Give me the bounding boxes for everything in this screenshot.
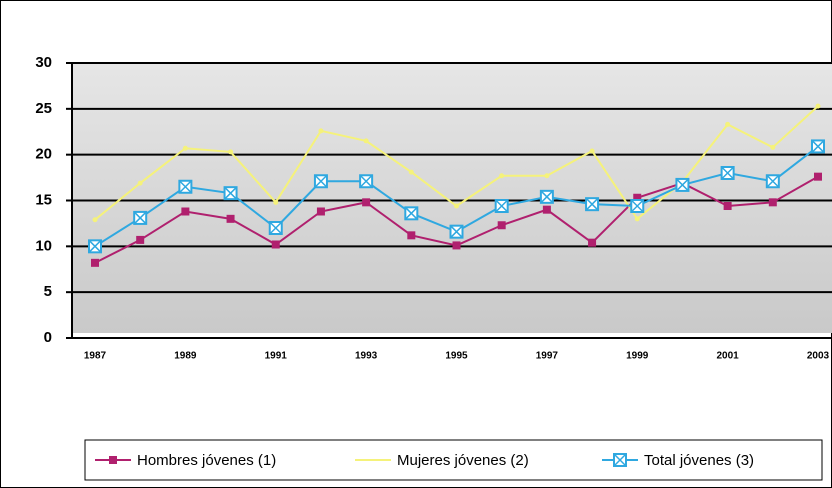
data-point [449,224,464,239]
data-point [362,198,371,207]
y-tick-label: 30 [35,54,52,71]
data-point [182,145,188,151]
data-point [273,199,279,205]
data-point [407,231,416,240]
data-point [408,169,414,175]
data-point [811,139,825,154]
data-point [133,210,148,225]
legend-marker [109,456,117,464]
x-tick-label: 1989 [174,351,197,362]
data-point [499,173,505,179]
data-point [542,205,551,214]
data-point [452,241,461,250]
data-point [88,239,102,254]
data-point [316,207,325,216]
x-tick-label: 1995 [445,351,468,362]
y-tick-label: 5 [44,283,52,300]
data-point [814,172,822,181]
data-point [675,177,690,192]
y-tick-label: 15 [35,191,52,208]
legend [84,439,823,481]
data-point [630,199,645,213]
y-tick-label: 20 [35,146,52,163]
data-point [137,180,143,186]
data-point [223,186,238,201]
x-tick-label: 1999 [626,351,649,362]
data-point [318,128,324,134]
data-point [92,217,98,223]
data-point [539,189,554,204]
data-point [725,121,731,127]
x-tick-label: 1993 [355,351,378,362]
data-point [363,138,369,144]
data-point [585,197,600,212]
data-point [720,166,735,180]
data-point [723,202,732,210]
legend-label: Hombres jóvenes (1) [137,452,276,469]
data-point [271,240,280,249]
data-point [91,258,99,267]
x-tick-label: 2001 [717,351,740,362]
data-point [815,103,821,109]
data-point [454,203,459,209]
data-point [589,148,595,154]
legend-label: Mujeres jóvenes (2) [397,452,529,469]
data-point [494,199,509,213]
data-point [634,216,640,222]
legend-label: Total jóvenes (3) [644,452,754,469]
x-tick-label: 1997 [536,351,559,362]
data-point [181,207,190,216]
data-point [765,174,780,189]
y-tick-label: 0 [44,329,52,346]
data-point [633,193,642,202]
data-point [768,198,777,207]
y-tick-label: 25 [35,100,52,117]
data-point [770,144,776,150]
data-point [588,238,597,247]
data-point [359,174,374,189]
y-tick-label: 10 [35,237,52,254]
data-point [404,206,419,221]
data-point [268,221,283,235]
data-point [228,149,234,155]
data-point [178,179,193,194]
data-point [544,173,550,179]
legend-marker [613,453,627,467]
x-tick-label: 1987 [84,351,107,362]
data-point [136,235,145,244]
data-point [497,221,506,230]
x-tick-label: 2003 [807,351,830,362]
x-tick-label: 1991 [265,351,288,362]
data-point [226,214,235,223]
data-point [313,174,328,189]
